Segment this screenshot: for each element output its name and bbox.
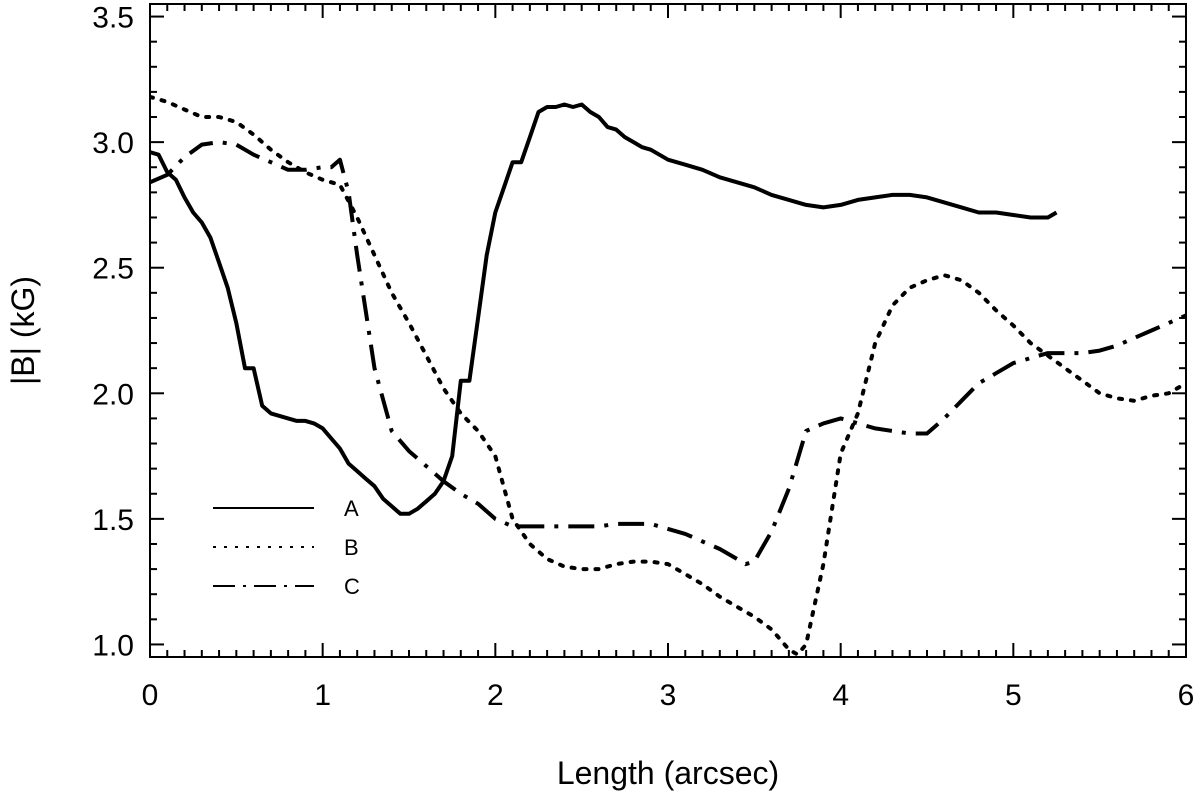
plot-frame [149,3,1187,658]
series-line-b [150,94,1186,657]
legend-label-a: A [344,496,359,521]
series-clip-group [150,94,1186,657]
y-tick-label: 1.5 [92,504,134,537]
y-tick-labels: 1.0 1.5 2.0 2.5 3.0 3.5 [92,2,134,663]
y-tick-label: 2.5 [92,253,134,286]
x-tick-label: 3 [660,679,677,712]
legend: ABC [213,496,360,599]
x-axis-label: Length (arcsec) [557,755,779,791]
y-tick-label: 3.5 [92,2,134,35]
x-tick-label: 0 [142,679,159,712]
legend-label-c: C [344,574,360,599]
y-tick-label: 1.0 [92,629,134,662]
x-tick-label: 2 [487,679,504,712]
y-tick-label: 2.0 [92,378,134,411]
series-line-c [150,140,1186,567]
legend-label-b: B [344,535,359,560]
y-tick-label: 3.0 [92,127,134,160]
y-axis-label: |B| (kG) [5,276,41,385]
axis-ticks [149,4,1187,657]
series-layer [150,94,1186,657]
x-tick-label: 4 [832,679,849,712]
x-tick-label: 6 [1178,679,1195,712]
x-tick-label: 5 [1005,679,1022,712]
x-tick-labels: 0 1 2 3 4 5 6 [142,679,1195,712]
series-line-a [150,102,1058,516]
x-tick-label: 1 [314,679,331,712]
